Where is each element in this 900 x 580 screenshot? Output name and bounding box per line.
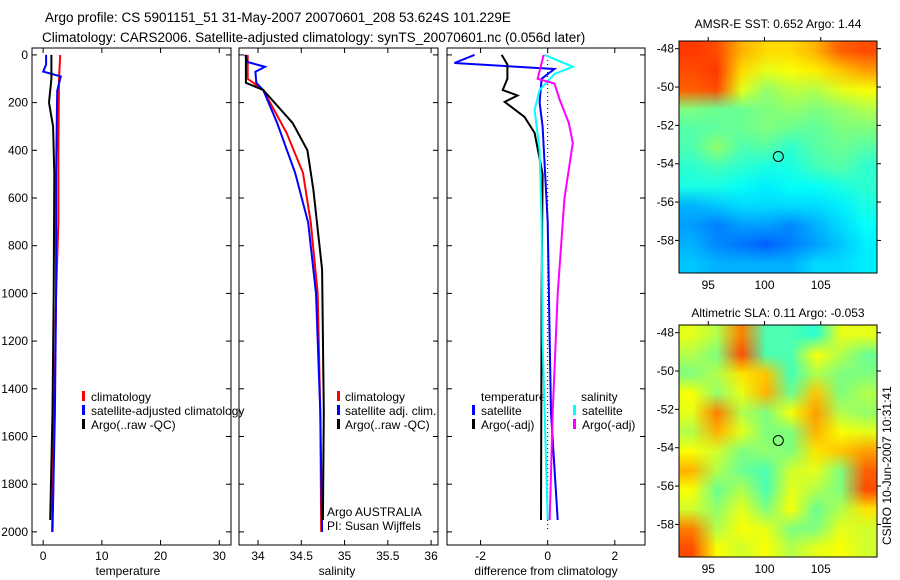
- x-tick-label: 34: [251, 549, 265, 563]
- legend-label: Argo(-adj): [582, 418, 635, 432]
- x-tick-label: 95: [702, 278, 716, 292]
- x-tick-label: 30: [213, 549, 227, 563]
- y-tick-label: 800: [8, 239, 28, 253]
- temperature-xlabel: temperature: [96, 564, 161, 578]
- figure-title-line2: Climatology: CARS2006. Satellite-adjuste…: [42, 30, 585, 45]
- legend-swatch-climatology: [337, 391, 340, 401]
- y-tick-label: 400: [8, 143, 28, 157]
- y-tick-label: 1800: [1, 477, 28, 491]
- y-tick-label: -50: [657, 80, 675, 94]
- temperature-axes-box: [31, 47, 232, 546]
- legend-label: satellite: [481, 404, 522, 418]
- x-tick-label: -2: [475, 549, 486, 563]
- argo-position-marker: [772, 435, 784, 447]
- x-tick-label: 100: [754, 562, 774, 576]
- series-line-salinity-argo-adj-: [536, 54, 574, 521]
- legend-label: Argo(..raw -QC): [91, 418, 176, 432]
- y-tick-label: -52: [657, 118, 675, 132]
- sla-heatmap: [679, 325, 877, 557]
- x-tick-label: 2: [611, 549, 618, 563]
- legend-swatch-temp-satellite: [472, 405, 475, 415]
- x-tick-label: 0: [544, 549, 551, 563]
- y-tick-label: 1000: [1, 286, 28, 300]
- salinity-xlabel: salinity: [319, 564, 356, 578]
- legend-label: climatology: [345, 390, 405, 404]
- series-line-argo-raw-qc-: [47, 54, 56, 521]
- y-tick-label: -54: [657, 441, 675, 455]
- y-tick-label: -58: [657, 517, 675, 531]
- sst-map-box: [678, 40, 878, 274]
- y-tick-label: 2000: [1, 525, 28, 539]
- sla-map-title: Altimetric SLA: 0.11 Argo: -0.053: [691, 306, 865, 320]
- y-tick-label: -52: [657, 402, 675, 416]
- legend-label: climatology: [91, 390, 151, 404]
- series-line-climatology: [246, 54, 323, 532]
- legend-swatch-sal-satellite: [573, 405, 576, 415]
- y-tick-label: 600: [8, 191, 28, 205]
- legend-swatch-climatology: [82, 391, 85, 401]
- difference-axes-box: [446, 47, 646, 546]
- y-tick-label: 1200: [1, 334, 28, 348]
- y-tick-label: -58: [657, 233, 675, 247]
- y-tick-label: 200: [8, 96, 28, 110]
- y-tick-label: -48: [657, 326, 675, 340]
- legend-header-salinity: salinity: [581, 390, 618, 404]
- series-line-satellite-adj-clim-: [244, 54, 324, 532]
- x-tick-label: 35.5: [376, 549, 400, 563]
- legend-swatch-temp-argo: [472, 419, 475, 429]
- x-tick-label: 0: [40, 549, 47, 563]
- legend-header-temperature: temperature: [481, 390, 546, 404]
- sst-map-title: AMSR-E SST: 0.652 Argo: 1.44: [695, 17, 862, 31]
- credit-timestamp: CSIRO 10-Jun-2007 10:31:41: [880, 386, 894, 545]
- salinity-axes-box: [238, 47, 439, 546]
- legend-label: satellite adj. clim.: [345, 404, 436, 418]
- x-tick-label: 36: [424, 549, 438, 563]
- y-tick-label: -56: [657, 195, 675, 209]
- y-tick-label: -56: [657, 479, 675, 493]
- y-tick-label: -50: [657, 364, 675, 378]
- legend-label: Argo(-adj): [481, 418, 534, 432]
- x-tick-label: 10: [95, 549, 109, 563]
- legend-swatch-satellite: [82, 405, 85, 415]
- y-tick-label: 1600: [1, 429, 28, 443]
- x-tick-label: 105: [811, 562, 831, 576]
- x-tick-label: 100: [754, 278, 774, 292]
- annotation-argo-australia: Argo AUSTRALIA: [327, 505, 422, 519]
- series-line-argo-raw-qc-: [244, 54, 325, 521]
- figure-title-line1: Argo profile: CS 5901151_51 31-May-2007 …: [45, 10, 511, 25]
- series-line-satellite-adjusted-climatology: [41, 54, 63, 532]
- argo-position-marker: [772, 151, 784, 163]
- legend-label: satellite-adjusted climatology: [91, 404, 244, 418]
- y-tick-label: 0: [21, 48, 28, 62]
- x-tick-label: 105: [811, 278, 831, 292]
- x-tick-label: 20: [154, 549, 168, 563]
- legend-swatch-argo: [337, 419, 340, 429]
- legend-swatch-argo: [82, 419, 85, 429]
- difference-xlabel: difference from climatology: [474, 564, 617, 578]
- y-tick-label: -48: [657, 42, 675, 56]
- legend-swatch-satellite: [337, 405, 340, 415]
- x-tick-label: 95: [702, 562, 716, 576]
- y-tick-label: -54: [657, 157, 675, 171]
- series-line-temperature-satellite: [454, 53, 559, 521]
- x-tick-label: 35: [338, 549, 352, 563]
- annotation-pi: PI: Susan Wijffels: [327, 519, 421, 533]
- sla-map-box: [678, 324, 878, 558]
- legend-swatch-sal-argo: [573, 419, 576, 429]
- x-tick-label: 34.5: [290, 549, 314, 563]
- series-line-salinity-satellite: [533, 53, 576, 521]
- y-tick-label: 1400: [1, 382, 28, 396]
- legend-label: Argo(..raw -QC): [345, 418, 430, 432]
- legend-label: satellite: [582, 404, 623, 418]
- sst-heatmap: [679, 41, 877, 273]
